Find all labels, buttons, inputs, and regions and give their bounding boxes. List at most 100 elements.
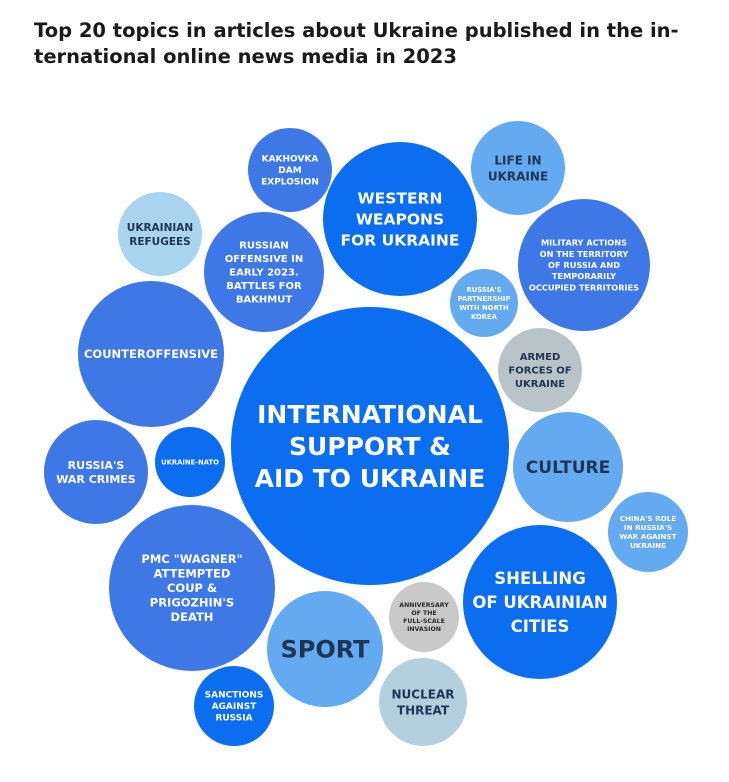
bubble-label-line: PMC "WAGNER" — [141, 552, 242, 566]
bubble-circle-armed-forces-of-ukraine — [498, 328, 582, 412]
bubble-western-weapons-for-ukraine: WESTERN WEAPONS FOR UKRAINE — [323, 142, 477, 296]
bubble-label-line: UKRAINE — [488, 169, 548, 183]
bubble-label-line: DEATH — [171, 610, 214, 624]
bubble-label-nuclear-threat: NUCLEAR THREAT — [392, 687, 455, 717]
bubble-label-armed-forces-of-ukraine: ARMED FORCES OF UKRAINE — [508, 352, 571, 390]
bubble-china-s-role-in-russia-s-war-against-ukraine: CHINA'S ROLE IN RUSSIA'S WAR AGAINST UKRAIN… — [608, 492, 688, 572]
bubble-circle-anniversary-of-the-full-scale-invasion — [389, 582, 459, 652]
bubble-life-in-ukraine: LIFE IN UKRAINE — [471, 121, 565, 215]
bubble-label-line: FORCES OF — [508, 366, 571, 377]
bubble-circle-western-weapons-for-ukraine — [323, 142, 477, 296]
bubble-label-line: FOR UKRAINE — [341, 232, 460, 250]
bubble-label-line: PRIGOZHIN'S — [150, 596, 234, 610]
bubble-sport: SPORT — [267, 591, 383, 707]
bubble-label-line: RUSSIAN — [239, 241, 289, 252]
bubble-label-kakhovka-dam-explosion: KAKHOVKA DAM EXPLOSION — [261, 155, 319, 188]
bubble-label-line: BAKHMUT — [236, 295, 293, 306]
bubble-label-line: IN RUSSIA'S — [624, 523, 672, 532]
bubble-label-line: OCCUPIED TERRITORIES — [529, 282, 639, 292]
bubble-label-culture: CULTURE — [526, 458, 610, 478]
bubble-label-line: ON THE TERRITORY — [540, 249, 630, 259]
bubble-russia-s-war-crimes: RUSSIA'S WAR CRIMES — [44, 420, 148, 524]
bubble-circle-sanctions-against-russia — [194, 666, 274, 746]
bubble-label-counteroffensive: COUNTEROFFENSIVE — [84, 347, 218, 361]
bubble-label-western-weapons-for-ukraine: WESTERN WEAPONS FOR UKRAINE — [341, 190, 460, 250]
bubble-anniversary-of-the-full-scale-invasion: ANNIVERSARY OF THE FULL-SCALE INVASION — [389, 582, 459, 652]
bubble-label-line: NUCLEAR — [392, 687, 455, 701]
bubble-label-line: CHINA'S ROLE — [620, 514, 677, 523]
bubble-label-sanctions-against-russia: SANCTIONS AGAINST RUSSIA — [205, 691, 264, 724]
bubble-label-ukraine-nato: UKRAINE-NATO — [161, 458, 219, 466]
bubble-label-military-actions-on-the-territory-of-russia-and-temporarily-occupied-territories: MILITARY ACTIONS ON THE TERRITORY OF RUSSI… — [529, 238, 639, 293]
bubble-label-line: INTERNATIONAL — [257, 400, 483, 429]
bubble-label-line: AID TO UKRAINE — [255, 464, 486, 493]
bubble-label-line: TEMPORARILY — [552, 271, 617, 281]
bubble-circle-nuclear-threat — [379, 658, 467, 746]
bubble-counteroffensive: COUNTEROFFENSIVE — [78, 281, 224, 427]
bubble-label-line: OF THE — [411, 610, 436, 617]
bubble-label-line: WESTERN — [358, 190, 443, 208]
bubble-label-line: KOREA — [471, 313, 498, 321]
bubble-shelling-of-ukrainian-cities: SHELLING OF UKRAINIAN CITIES — [463, 525, 617, 679]
bubble-kakhovka-dam-explosion: KAKHOVKA DAM EXPLOSION — [248, 128, 332, 212]
bubble-label-line: OF UKRAINIAN — [472, 593, 607, 612]
bubble-label-line: RUSSIA'S — [68, 459, 125, 472]
bubble-label-line: OFFENSIVE IN — [225, 254, 303, 265]
bubble-label-line: UKRAINIAN — [127, 222, 193, 234]
bubble-label-line: KAKHOVKA — [262, 155, 319, 165]
bubble-sanctions-against-russia: SANCTIONS AGAINST RUSSIA — [194, 666, 274, 746]
bubble-label-line: UKRAINE — [630, 541, 666, 550]
bubble-armed-forces-of-ukraine: ARMED FORCES OF UKRAINE — [498, 328, 582, 412]
bubble-circle-life-in-ukraine — [471, 121, 565, 215]
bubble-circle-ukrainian-refugees — [118, 192, 202, 276]
bubble-label-line: EXPLOSION — [261, 178, 319, 188]
bubble-label-anniversary-of-the-full-scale-invasion: ANNIVERSARY OF THE FULL-SCALE INVASION — [399, 602, 449, 633]
bubble-circle-sport — [267, 591, 383, 707]
bubble-circle-international-support-aid-to-ukraine — [231, 307, 509, 585]
bubble-label-line: RUSSIA'S — [466, 286, 501, 294]
bubble-label-line: INVASION — [407, 626, 441, 633]
bubble-circle-shelling-of-ukrainian-cities — [463, 525, 617, 679]
bubble-culture: CULTURE — [513, 412, 623, 522]
bubble-label-line: COUNTEROFFENSIVE — [84, 347, 218, 361]
bubble-circle-china-s-role-in-russia-s-war-against-ukraine — [608, 492, 688, 572]
bubble-label-line: WEAPONS — [356, 211, 444, 229]
bubble-label-line: WITH NORTH — [459, 304, 509, 312]
bubble-label-line: EARLY 2023. — [229, 268, 298, 279]
bubble-circle-counteroffensive — [78, 281, 224, 427]
bubble-russia-s-partnership-with-north-korea: RUSSIA'S PARTNERSHIP WITH NORTH KOREA — [450, 269, 518, 337]
bubble-circle-kakhovka-dam-explosion — [248, 128, 332, 212]
bubble-label-line: ANNIVERSARY — [399, 602, 449, 609]
bubble-label-russian-offensive-in-early-2023-battles-for-bakhmut: RUSSIAN OFFENSIVE IN EARLY 2023. BATTLES FO… — [225, 241, 303, 306]
bubble-label-line: SHELLING — [494, 569, 585, 588]
bubble-circle-ukraine-nato — [155, 427, 225, 497]
bubble-circle-culture — [513, 412, 623, 522]
bubble-pmc-wagner-attempted-coup-prigozhin-s-death: PMC "WAGNER" ATTEMPTED COUP & PRIGOZHIN'S DE… — [109, 505, 275, 671]
bubble-label-ukrainian-refugees: UKRAINIAN REFUGEES — [127, 222, 193, 248]
bubble-nuclear-threat: NUCLEAR THREAT — [379, 658, 467, 746]
bubble-label-line: OF RUSSIA AND — [548, 260, 620, 270]
bubble-label-russia-s-war-crimes: RUSSIA'S WAR CRIMES — [56, 459, 136, 486]
bubble-label-line: UKRAINE-NATO — [161, 458, 219, 466]
bubble-circle-russian-offensive-in-early-2023-battles-for-bakhmut — [204, 212, 324, 332]
bubble-label-line: CULTURE — [526, 458, 610, 478]
bubble-label-line: BATTLES FOR — [226, 281, 302, 292]
bubble-label-sport: SPORT — [280, 636, 370, 664]
bubble-international-support-aid-to-ukraine: INTERNATIONAL SUPPORT & AID TO UKRAINE — [231, 307, 509, 585]
bubble-label-line: RUSSIA — [215, 714, 252, 724]
bubble-circle-russia-s-war-crimes — [44, 420, 148, 524]
bubble-label-line: FULL-SCALE — [403, 618, 445, 625]
bubble-label-line: WAR AGAINST — [620, 532, 677, 541]
bubble-label-line: SPORT — [280, 636, 370, 664]
bubble-label-line: CITIES — [511, 617, 570, 636]
bubble-circle-pmc-wagner-attempted-coup-prigozhin-s-death — [109, 505, 275, 671]
bubble-label-line: UKRAINE — [515, 379, 565, 390]
bubble-label-life-in-ukraine: LIFE IN UKRAINE — [488, 153, 548, 183]
bubble-circle-military-actions-on-the-territory-of-russia-and-temporarily-occupied-territories — [518, 199, 650, 331]
bubble-label-line: SUPPORT & — [289, 432, 451, 461]
bubble-label-line: SANCTIONS — [205, 691, 264, 701]
bubble-circle-russia-s-partnership-with-north-korea — [450, 269, 518, 337]
bubble-label-pmc-wagner-attempted-coup-prigozhin-s-death: PMC "WAGNER" ATTEMPTED COUP & PRIGOZHIN'S DE… — [141, 552, 242, 624]
bubble-label-line: REFUGEES — [129, 236, 190, 248]
